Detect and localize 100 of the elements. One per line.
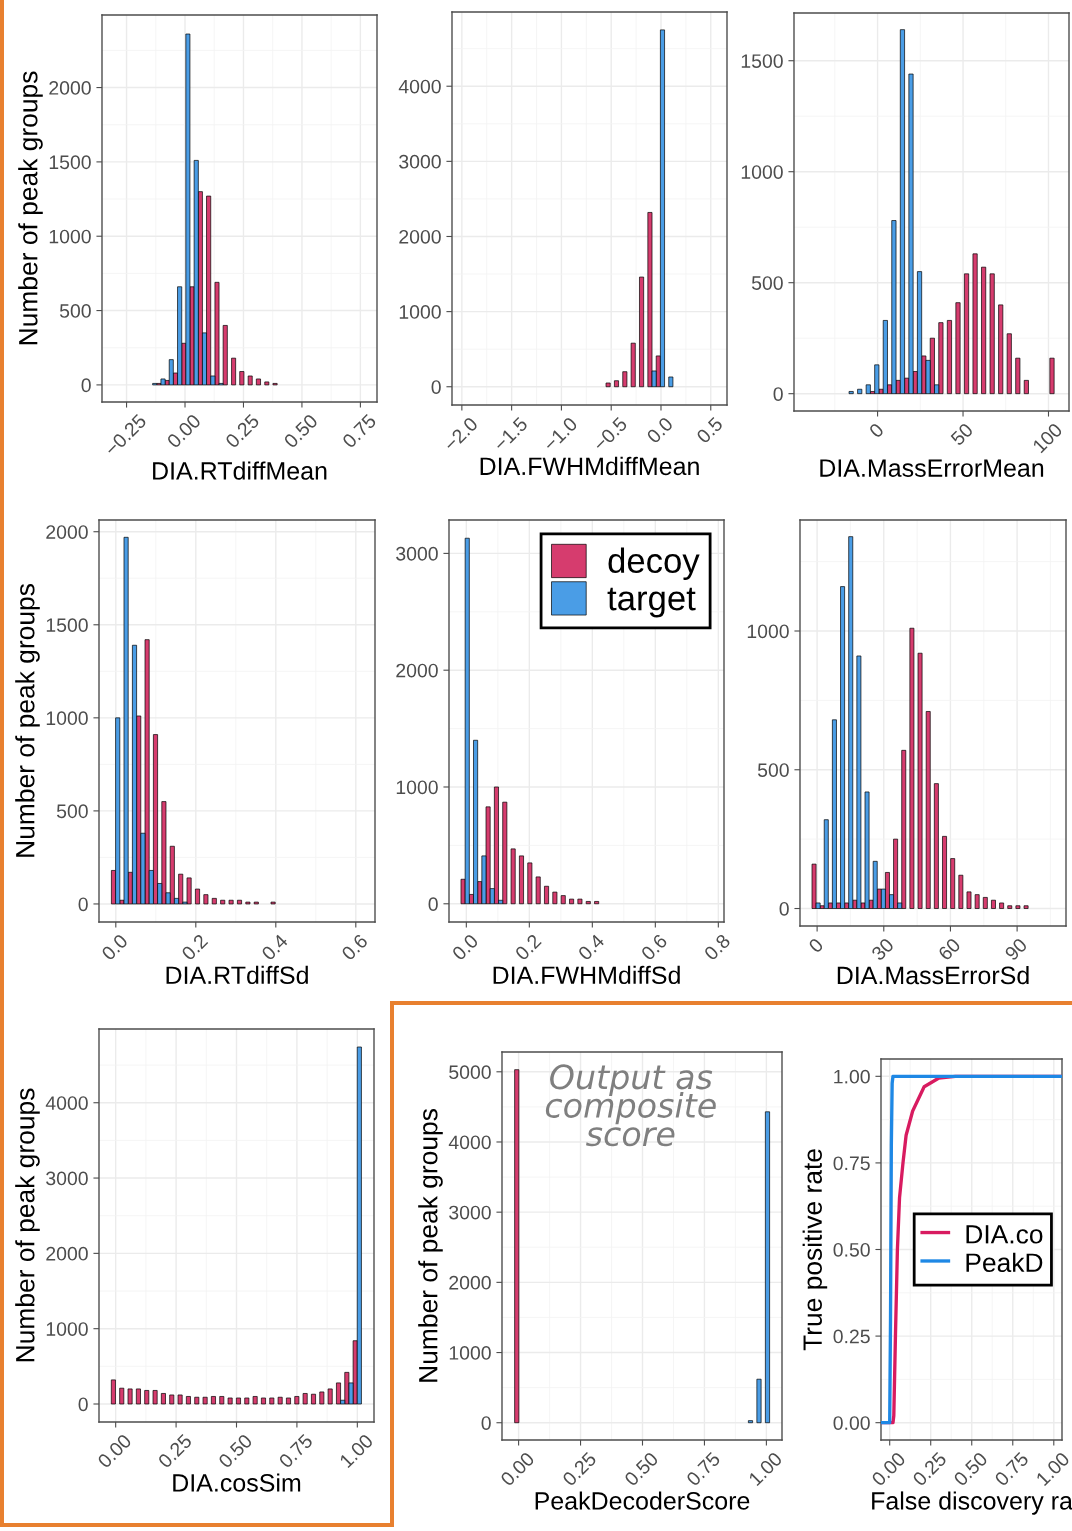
x-tick-label: 0.6 xyxy=(340,933,369,962)
y-axis-title: Number of peak groups xyxy=(15,1088,40,1362)
y-tick-label: 0 xyxy=(431,380,441,394)
x-tick-label: 0.4 xyxy=(260,933,289,962)
y-tick-label: 0.50 xyxy=(833,1242,870,1257)
y-axis-title: True positive rate xyxy=(802,1149,828,1351)
x-tick-label: 100 xyxy=(1032,422,1064,454)
x-tick-label: 0.00 xyxy=(166,413,202,449)
x-tick-label: 50 xyxy=(949,422,974,447)
x-tick-label: −0.5 xyxy=(592,416,628,452)
y-tick-label: 0 xyxy=(428,897,438,912)
x-tick-label: 0.5 xyxy=(695,416,724,445)
y-tick-label: 0 xyxy=(78,1397,88,1412)
x-tick-label: 0.25 xyxy=(911,1451,948,1487)
legend-label: DIA.co xyxy=(966,1225,1043,1244)
y-tick-label: 2000 xyxy=(449,1275,491,1290)
y-tick-label: 0.25 xyxy=(833,1329,870,1344)
y-tick-label: 500 xyxy=(757,763,789,777)
x-axis-title: False discovery ra xyxy=(872,1491,1072,1515)
y-axis-title: Number of peak groups xyxy=(18,71,43,345)
legend-label: PeakD xyxy=(966,1252,1043,1273)
x-tick-label: −2.0 xyxy=(442,416,479,452)
y-tick-label: 5000 xyxy=(449,1065,491,1080)
x-tick-label: −1.0 xyxy=(542,416,579,452)
y-tick-label: 4000 xyxy=(398,79,441,94)
x-tick-label: 1.00 xyxy=(338,1433,374,1469)
line-series xyxy=(881,1074,1062,1425)
y-tick-label: 0 xyxy=(81,378,91,393)
y-tick-label: 3000 xyxy=(396,546,438,561)
x-tick-label: 30 xyxy=(870,937,895,962)
y-tick-label: 2000 xyxy=(396,663,438,678)
y-tick-label: 0 xyxy=(779,901,789,916)
y-tick-label: 1000 xyxy=(49,229,91,244)
x-tick-label: 0.50 xyxy=(952,1451,989,1487)
y-tick-label: 1000 xyxy=(396,780,438,795)
y-tick-label: 0 xyxy=(78,897,88,912)
x-tick-label: 0.8 xyxy=(703,933,731,962)
y-tick-label: 3000 xyxy=(449,1205,491,1220)
x-tick-label: 0 xyxy=(868,422,885,439)
y-tick-label: 1.00 xyxy=(834,1069,870,1084)
x-tick-label: 0.2 xyxy=(514,933,542,962)
y-tick-label: 2000 xyxy=(46,525,88,539)
x-tick-label: 0.0 xyxy=(100,933,129,962)
x-tick-label: 0.50 xyxy=(217,1433,254,1469)
x-tick-label: −1.5 xyxy=(492,416,529,452)
x-tick-label: 0.6 xyxy=(640,933,668,962)
x-axis-title: DIA.RTdiffSd xyxy=(166,965,308,985)
y-tick-label: 3000 xyxy=(46,1171,88,1186)
x-tick-label: 0.25 xyxy=(224,413,260,449)
annotation: Output as composite score xyxy=(545,1064,716,1147)
x-tick-label: 0.25 xyxy=(561,1451,598,1487)
y-tick-label: 0 xyxy=(773,387,783,401)
y-tick-label: 4000 xyxy=(45,1096,88,1110)
y-tick-label: 2000 xyxy=(399,229,441,244)
x-tick-label: 0.25 xyxy=(157,1433,193,1469)
x-tick-label: 0.00 xyxy=(499,1451,536,1487)
x-axis-title: DIA.FWHMdiffSd xyxy=(493,965,680,985)
x-tick-label: 0.75 xyxy=(993,1451,1030,1487)
y-tick-label: 1000 xyxy=(449,1346,491,1360)
y-tick-label: 1000 xyxy=(747,624,789,639)
y-tick-label: 1000 xyxy=(399,305,441,319)
x-tick-label: 0.2 xyxy=(180,933,209,962)
y-tick-label: 4000 xyxy=(448,1135,491,1150)
x-axis-title: DIA.RTdiffMean xyxy=(153,461,327,480)
x-tick-label: 0.75 xyxy=(278,1433,314,1469)
y-tick-label: 1500 xyxy=(741,54,783,68)
y-tick-label: 1000 xyxy=(741,165,783,179)
x-tick-label: 0.75 xyxy=(341,413,377,449)
x-tick-label: 0 xyxy=(807,937,825,954)
y-tick-label: 1000 xyxy=(46,711,88,726)
x-tick-label: 90 xyxy=(1004,937,1028,962)
y-tick-label: 500 xyxy=(59,304,91,318)
y-tick-label: 1000 xyxy=(46,1322,88,1336)
y-tick-label: 2000 xyxy=(46,1246,88,1261)
x-axis-title: DIA.FWHMdiffMean xyxy=(480,456,699,476)
x-tick-label: 0.50 xyxy=(623,1451,660,1487)
x-tick-label: 0.75 xyxy=(685,1451,721,1487)
x-axis-title: DIA.MassErrorSd xyxy=(837,965,1029,985)
y-tick-label: 3000 xyxy=(399,154,441,169)
y-tick-label: 0.00 xyxy=(833,1416,870,1430)
y-tick-label: 0.75 xyxy=(833,1156,870,1171)
y-tick-label: 0 xyxy=(481,1416,491,1430)
y-tick-label: 2000 xyxy=(49,81,91,95)
x-tick-label: 0.0 xyxy=(451,933,480,962)
y-axis-title: Number of peak groups xyxy=(15,584,40,857)
y-axis-title: Number of peak groups xyxy=(418,1109,443,1382)
x-tick-label: 0.50 xyxy=(283,413,319,449)
legend-label: target xyxy=(607,587,696,618)
x-tick-label: 0.00 xyxy=(870,1451,907,1487)
x-tick-label: 60 xyxy=(937,937,962,962)
y-tick-label: 1500 xyxy=(46,618,88,633)
x-tick-label: 0.0 xyxy=(645,416,674,445)
x-axis-title: DIA.cosSim xyxy=(173,1473,301,1492)
x-tick-label: 0.4 xyxy=(577,933,606,962)
legend-label: decoy xyxy=(608,547,700,580)
x-tick-label: 1.00 xyxy=(1035,1451,1071,1487)
y-tick-label: 500 xyxy=(56,804,88,819)
x-axis-title: PeakDecoderScore xyxy=(535,1491,750,1510)
y-tick-label: 1500 xyxy=(49,155,91,170)
y-tick-label: 500 xyxy=(751,276,783,290)
